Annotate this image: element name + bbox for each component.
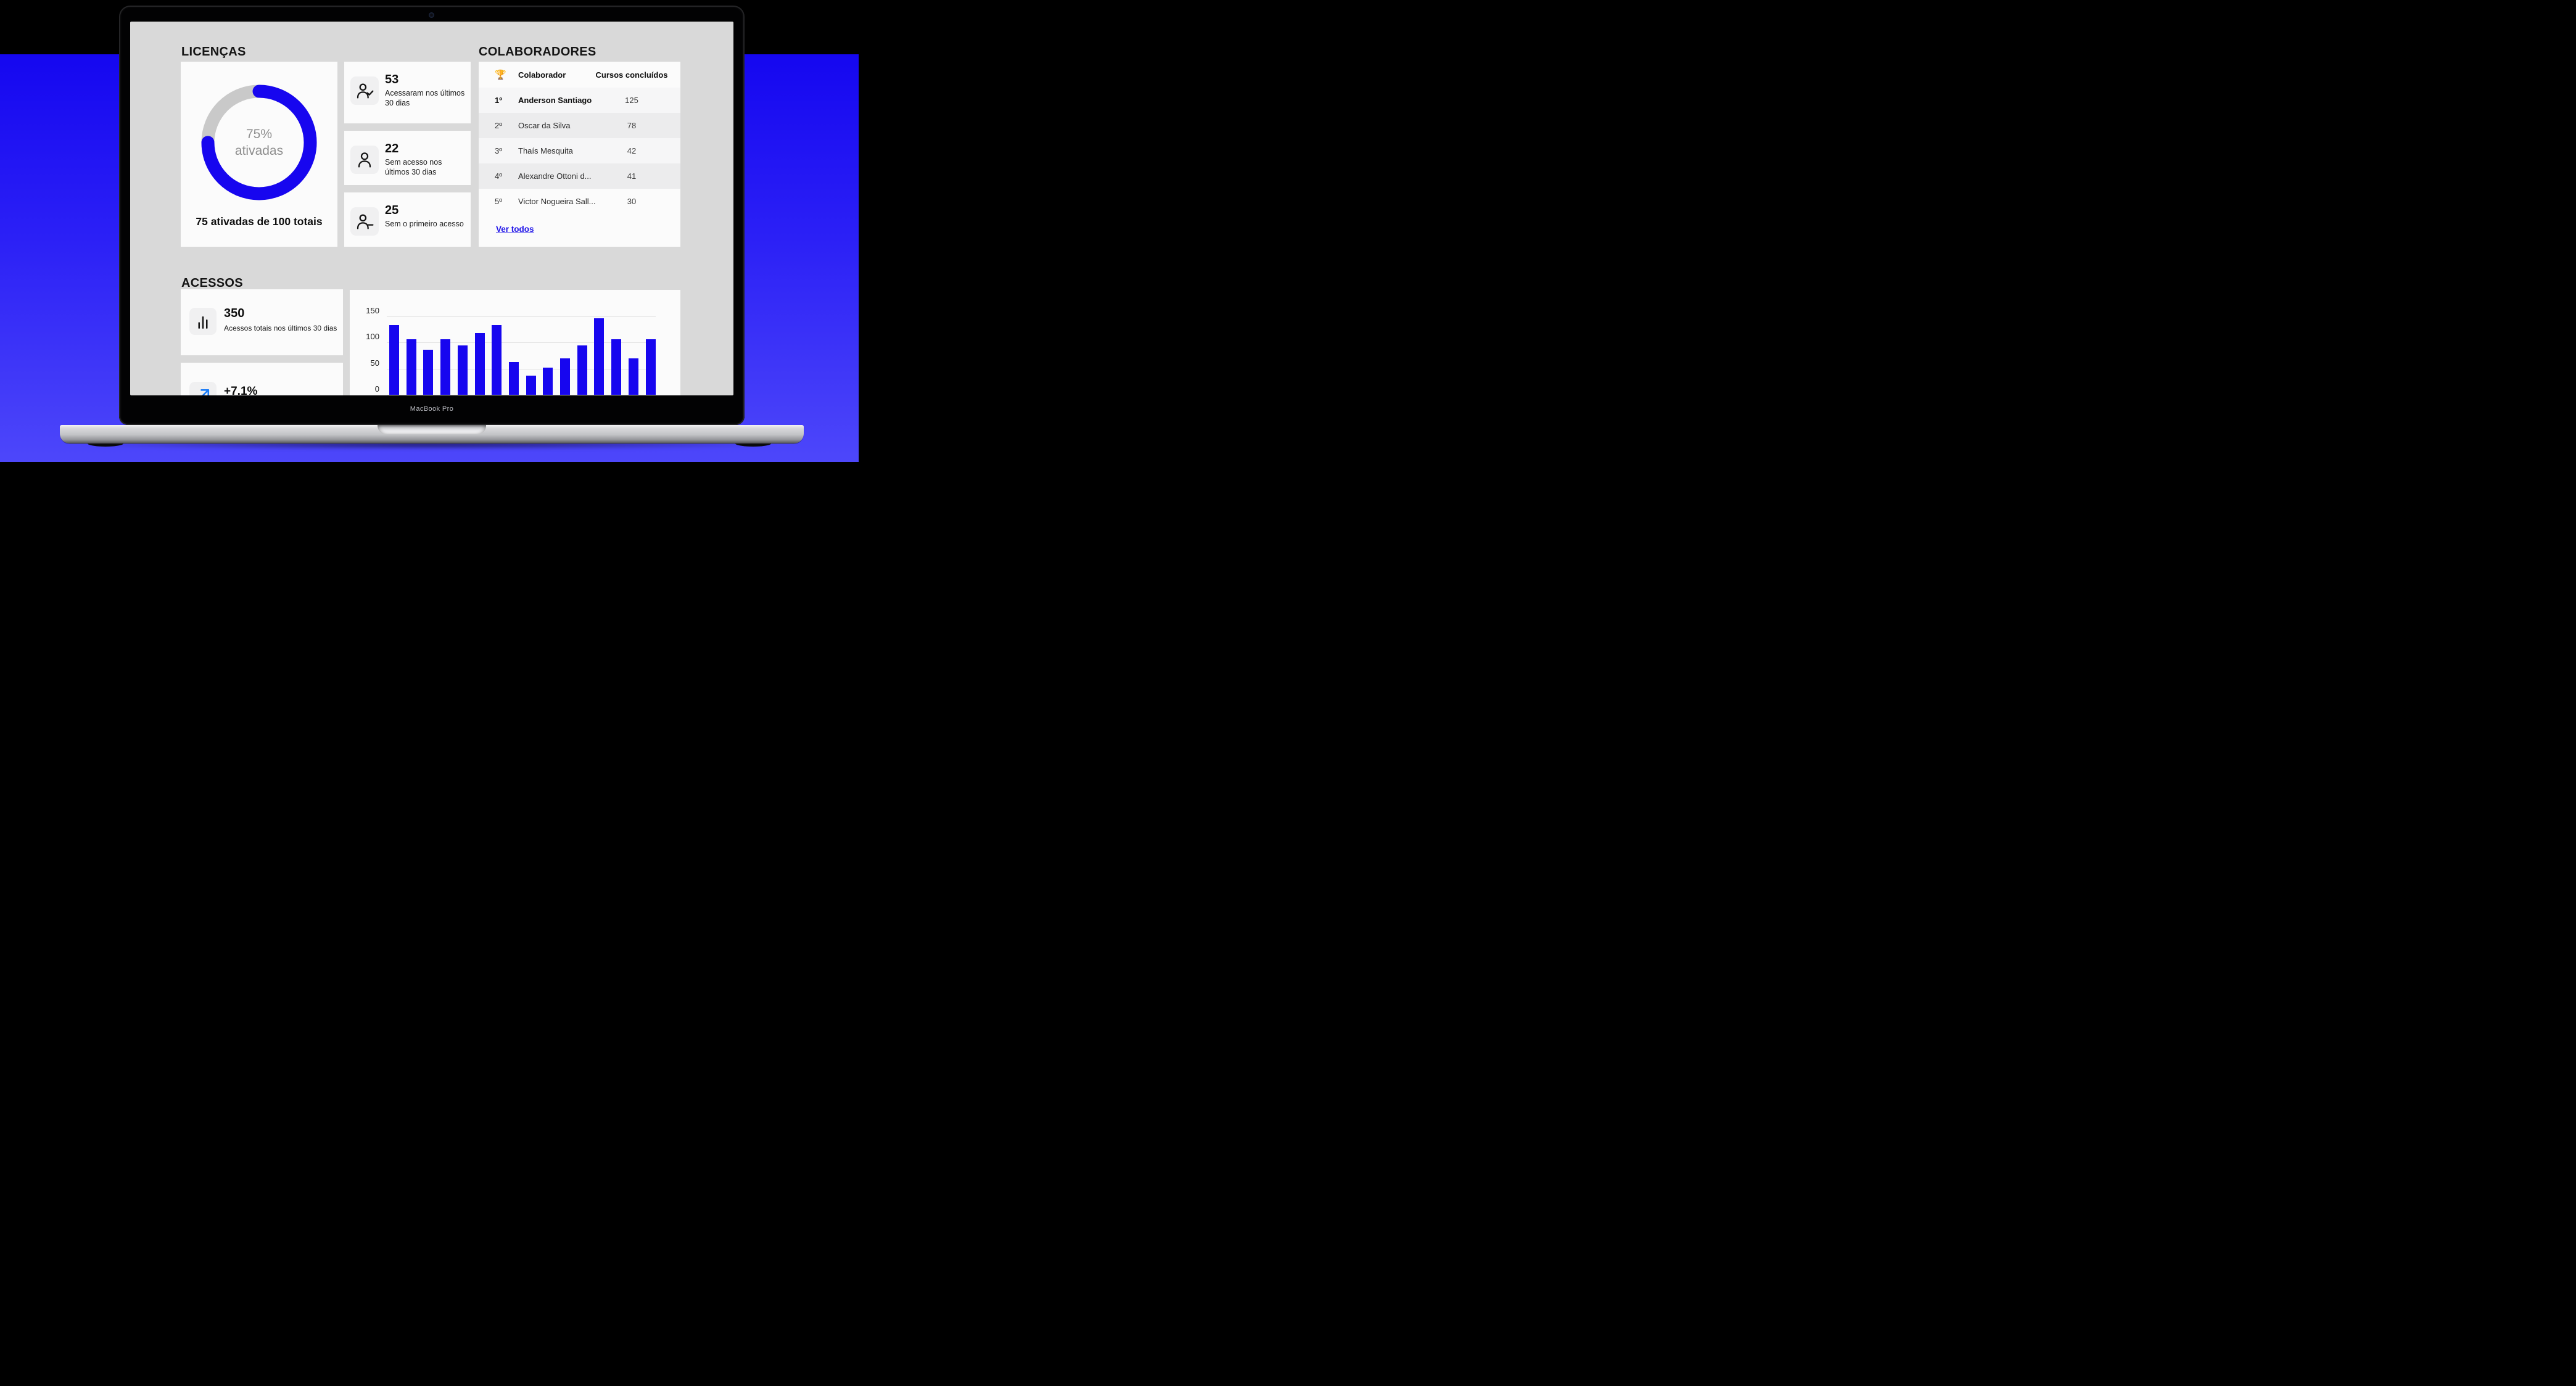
- chart-bar: [645, 339, 656, 395]
- name-cell: Victor Nogueira Sall...: [518, 197, 595, 206]
- table-row: 4º Alexandre Ottoni d... 41: [479, 163, 680, 189]
- stat-value: 25: [385, 204, 399, 217]
- chart-bar: [560, 358, 570, 395]
- table-row: 1º Anderson Santiago 125: [479, 88, 680, 113]
- donut-arc: [201, 85, 317, 200]
- name-cell: Oscar da Silva: [518, 121, 571, 130]
- macbook-base: [60, 425, 804, 443]
- acessos-section-title: ACESSOS: [181, 276, 243, 290]
- chart-bar: [543, 367, 553, 395]
- acessos-total-card: 350 Acessos totais nos últimos 30 dias: [181, 289, 343, 355]
- table-row: 5º Victor Nogueira Sall... 30: [479, 189, 680, 214]
- table-row: 2º Oscar da Silva 78: [479, 113, 680, 138]
- donut-caption: 75 ativadas de 100 totais: [196, 215, 323, 228]
- chart-bar: [423, 350, 434, 395]
- user-check-icon: [350, 76, 379, 105]
- chart-bar: [594, 318, 605, 395]
- colaboradores-section-title: COLABORADORES: [479, 45, 597, 59]
- acessos-growth-card: +7.1%: [181, 363, 343, 395]
- user-minus-icon: [350, 207, 379, 236]
- chart-bar: [508, 361, 519, 395]
- table-row: 3º Thaís Mesquita 42: [479, 138, 680, 163]
- chart-bar: [389, 324, 399, 395]
- stat-card-accessed-30-days: 53 Acessaram nos últimos 30 dias: [344, 62, 471, 123]
- licencas-donut-card: 75% ativadas 75 ativadas de 100 totais: [181, 62, 337, 247]
- trend-up-icon: [189, 382, 217, 395]
- courses-cell: 125: [625, 96, 638, 105]
- colaboradores-table-card: 🏆 Colaborador Cursos concluídos 1º Ander…: [479, 62, 680, 247]
- chart-bar: [474, 333, 485, 395]
- stat-label: Sem acesso nos últimos 30 dias: [385, 158, 442, 177]
- rank-cell: 3º: [495, 146, 502, 155]
- stat-card-no-first-access: 25 Sem o primeiro acesso: [344, 192, 471, 247]
- macbook-mockup: LICENÇAS 75% ativadas 75 ativadas de 100…: [119, 6, 745, 425]
- rank-cell: 2º: [495, 121, 502, 130]
- column-header-cursos: Cursos concluídos: [595, 70, 668, 80]
- courses-cell: 78: [627, 121, 637, 130]
- y-axis-label: 100: [366, 332, 379, 342]
- stat-label: Acessaram nos últimos 30 dias: [385, 89, 465, 108]
- stat-card-no-access-30-days: 22 Sem acesso nos últimos 30 dias: [344, 131, 471, 185]
- donut-percent: 75%: [246, 126, 273, 141]
- acessos-bar-chart-card: 150 100 50 0: [350, 290, 680, 395]
- y-axis-label: 50: [370, 358, 379, 368]
- gridline: [387, 342, 656, 344]
- gridline: [387, 316, 656, 317]
- laptop-foot: [735, 440, 771, 447]
- courses-cell: 41: [627, 171, 637, 181]
- growth-percent-value: +7.1%: [224, 385, 258, 395]
- y-axis-label: 0: [374, 384, 379, 394]
- stat-label: Sem o primeiro acesso: [385, 220, 464, 228]
- stat-value: 22: [385, 142, 399, 155]
- rank-cell: 4º: [495, 171, 502, 181]
- chart-bar: [577, 345, 587, 395]
- y-axis-label: 150: [366, 306, 379, 315]
- licencas-section-title: LICENÇAS: [181, 45, 246, 59]
- chart-bar: [440, 339, 451, 395]
- dashboard-screen: LICENÇAS 75% ativadas 75 ativadas de 100…: [130, 22, 733, 395]
- total-accesses-label: Acessos totais nos últimos 30 dias: [224, 324, 337, 332]
- macbook-label: MacBook Pro: [410, 405, 454, 413]
- stat-value: 53: [385, 73, 399, 86]
- licenses-donut-chart: 75% ativadas: [200, 84, 318, 201]
- chart-bar: [611, 339, 622, 395]
- rank-cell: 5º: [495, 197, 502, 206]
- user-icon: [350, 146, 379, 174]
- trophy-icon: 🏆: [495, 70, 506, 80]
- chart-bar: [457, 345, 468, 395]
- column-header-colaborador: Colaborador: [518, 70, 566, 80]
- accesses-bar-chart: 150 100 50 0: [350, 290, 680, 395]
- webcam-icon: [429, 12, 434, 18]
- macbook-base-notch: [378, 425, 486, 434]
- donut-percent-label: ativadas: [234, 144, 284, 158]
- name-cell: Alexandre Ottoni d...: [518, 171, 592, 181]
- ver-todos-link[interactable]: Ver todos: [496, 225, 534, 234]
- chart-bar: [406, 339, 416, 395]
- name-cell: Anderson Santiago: [518, 96, 592, 105]
- chart-bar: [628, 358, 638, 395]
- total-accesses-value: 350: [224, 307, 245, 320]
- courses-cell: 30: [627, 197, 637, 206]
- table-header-row: 🏆 Colaborador Cursos concluídos: [479, 62, 680, 88]
- donut-center-text: 75% ativadas: [200, 84, 318, 201]
- rank-cell: 1º: [495, 96, 502, 105]
- name-cell: Thaís Mesquita: [518, 146, 573, 155]
- courses-cell: 42: [627, 146, 637, 155]
- chart-bar: [526, 375, 536, 395]
- bar-chart-icon: [189, 308, 217, 335]
- laptop-foot: [88, 440, 123, 447]
- chart-bar: [492, 324, 502, 395]
